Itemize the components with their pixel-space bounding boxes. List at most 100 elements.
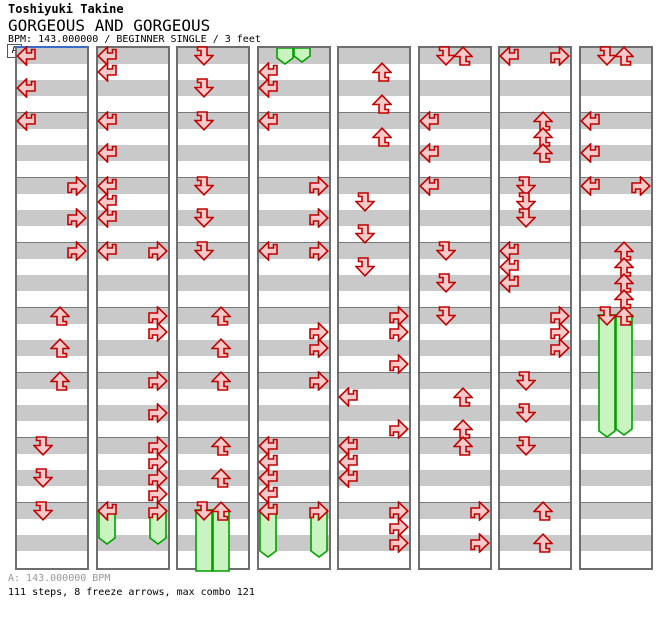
measure-column bbox=[176, 46, 250, 572]
measure-separator bbox=[178, 437, 248, 438]
note-arrow-down bbox=[515, 176, 537, 196]
beat-stripe bbox=[259, 96, 329, 112]
note-arrow-right bbox=[309, 175, 329, 197]
note-arrow-left bbox=[258, 500, 278, 522]
beat-stripe bbox=[259, 308, 329, 324]
beat-stripe bbox=[178, 275, 248, 291]
beat-stripe bbox=[259, 259, 329, 275]
measure-separator bbox=[259, 372, 329, 373]
measure-separator bbox=[500, 437, 570, 438]
measure-separator bbox=[581, 242, 651, 243]
note-arrow-right bbox=[550, 45, 570, 67]
beat-stripe bbox=[17, 64, 87, 80]
beat-stripe bbox=[420, 96, 490, 112]
note-arrow-right bbox=[470, 500, 490, 522]
note-arrow-left bbox=[419, 110, 439, 132]
measure-separator bbox=[339, 177, 409, 178]
beat-stripe bbox=[420, 373, 490, 389]
measure-separator bbox=[178, 242, 248, 243]
note-arrow-right bbox=[550, 321, 570, 343]
measure-separator bbox=[98, 112, 168, 113]
note-arrow-down bbox=[32, 501, 54, 521]
measure-column bbox=[418, 46, 492, 570]
measure-separator bbox=[581, 437, 651, 438]
beat-stripe bbox=[581, 486, 651, 502]
bpm-difficulty-line: BPM: 143.000000 / BEGINNER SINGLE / 3 fe… bbox=[8, 34, 261, 45]
beat-stripe bbox=[17, 405, 87, 421]
note-arrow-up bbox=[452, 46, 474, 66]
beat-stripe bbox=[178, 96, 248, 112]
note-arrow-up bbox=[532, 143, 554, 163]
beat-stripe bbox=[339, 48, 409, 64]
beat-stripe bbox=[500, 291, 570, 307]
beat-stripe bbox=[581, 470, 651, 486]
note-arrow-up bbox=[613, 289, 635, 309]
measure-separator bbox=[98, 177, 168, 178]
measure-separator bbox=[420, 372, 490, 373]
beat-stripe bbox=[17, 454, 87, 470]
beat-stripe bbox=[17, 145, 87, 161]
note-arrow-left bbox=[16, 45, 36, 67]
note-arrow-left bbox=[338, 386, 358, 408]
note-arrow-left bbox=[499, 272, 519, 294]
beat-stripe bbox=[98, 551, 168, 567]
beat-stripe bbox=[17, 259, 87, 275]
note-arrow-left bbox=[338, 467, 358, 489]
measure-separator bbox=[17, 437, 87, 438]
beat-stripe bbox=[339, 551, 409, 567]
note-arrow-up bbox=[613, 306, 635, 326]
note-arrow-up bbox=[452, 436, 474, 456]
measure-separator bbox=[581, 177, 651, 178]
measure-separator bbox=[339, 307, 409, 308]
note-arrow-up bbox=[532, 501, 554, 521]
note-arrow-right bbox=[389, 418, 409, 440]
note-arrow-right bbox=[148, 402, 168, 424]
artist-name: Toshiyuki Takine bbox=[8, 2, 124, 16]
note-arrow-down bbox=[515, 436, 537, 456]
beat-stripe bbox=[259, 405, 329, 421]
beat-stripe bbox=[420, 64, 490, 80]
freeze-arrow-tail bbox=[293, 47, 311, 63]
note-arrow-down bbox=[435, 306, 457, 326]
beat-stripe bbox=[420, 291, 490, 307]
note-arrow-right bbox=[470, 532, 490, 554]
freeze-arrow-tail bbox=[615, 313, 633, 436]
note-arrow-up bbox=[613, 273, 635, 293]
beat-stripe bbox=[420, 519, 490, 535]
beat-stripe bbox=[339, 145, 409, 161]
note-arrow-down bbox=[596, 306, 618, 326]
note-arrow-left bbox=[16, 110, 36, 132]
beat-stripe bbox=[259, 389, 329, 405]
note-arrow-right bbox=[389, 353, 409, 375]
note-arrow-down bbox=[193, 208, 215, 228]
note-arrow-left bbox=[97, 110, 117, 132]
note-arrow-up bbox=[532, 533, 554, 553]
note-arrow-right bbox=[148, 321, 168, 343]
measure-separator bbox=[420, 112, 490, 113]
beat-stripe bbox=[339, 178, 409, 194]
measure-separator bbox=[17, 112, 87, 113]
measure-separator bbox=[98, 242, 168, 243]
beat-stripe bbox=[178, 291, 248, 307]
beat-stripe bbox=[259, 291, 329, 307]
note-arrow-left bbox=[419, 142, 439, 164]
beat-stripe bbox=[178, 64, 248, 80]
note-arrow-down bbox=[596, 46, 618, 66]
beat-stripe bbox=[339, 161, 409, 177]
note-arrow-left bbox=[258, 77, 278, 99]
note-arrow-right bbox=[148, 467, 168, 489]
note-arrow-right bbox=[67, 175, 87, 197]
note-arrow-down bbox=[515, 192, 537, 212]
measure-separator bbox=[178, 372, 248, 373]
beat-stripe bbox=[178, 405, 248, 421]
beat-stripe bbox=[581, 129, 651, 145]
freeze-arrow-tail bbox=[598, 313, 616, 438]
note-arrow-up bbox=[210, 468, 232, 488]
note-arrow-up bbox=[371, 62, 393, 82]
note-arrow-down bbox=[354, 192, 376, 212]
beat-stripe bbox=[581, 503, 651, 519]
beat-stripe bbox=[178, 129, 248, 145]
beat-stripe bbox=[339, 486, 409, 502]
note-arrow-left bbox=[499, 256, 519, 278]
measure-separator bbox=[178, 307, 248, 308]
